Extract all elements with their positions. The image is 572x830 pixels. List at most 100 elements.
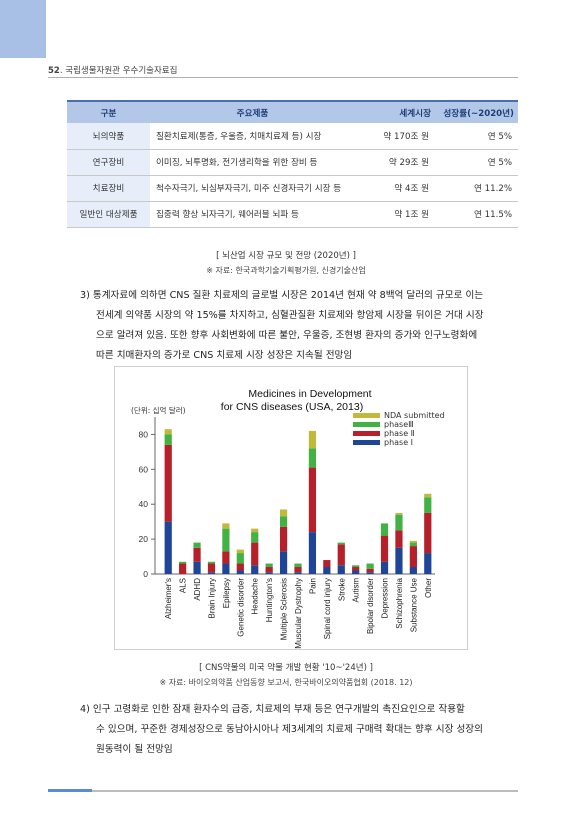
table-cell: 연 11.5%: [433, 201, 518, 228]
x-tick-label: ALS: [179, 578, 188, 593]
y-tick-label: 80: [139, 429, 149, 439]
x-tick-label: Stroke: [337, 577, 346, 601]
column-header: 세계시장: [355, 100, 433, 123]
column-header: 구분: [67, 100, 150, 123]
chart-subtitle: for CNS diseases (USA, 2013): [221, 401, 363, 413]
table-caption: [ 뇌산업 시장 규모 및 전망 (2020년) ]: [216, 251, 356, 261]
bar-segment: [424, 497, 432, 513]
bar-segment: [380, 535, 389, 562]
table-cell: 뇌의약품: [67, 123, 150, 150]
bar-segment: [395, 514, 403, 531]
table-cell: 집중력 향상 뇌자극기, 웨어러블 뇌파 등: [150, 201, 355, 228]
table-cell: 질환치료제(통증, 우울증, 치매치료제 등) 시장: [150, 123, 355, 150]
x-tick-label: Epilepsy: [222, 578, 231, 608]
bar-segment: [409, 546, 417, 568]
bar-segment: [294, 563, 302, 568]
paragraph-line: 3) 통계자료에 의하면 CNS 질환 치료제의 글로벌 시장은 2014년 현…: [80, 290, 484, 301]
y-tick-label: 0: [143, 569, 148, 579]
corner-tab-decoration: [0, 0, 46, 58]
bar-segment: [236, 549, 244, 554]
legend-swatch: [353, 422, 380, 427]
paragraph-line: 따른 치매환자의 증가로 CNS 치료제 시장 성장은 지속될 전망임: [96, 350, 353, 361]
table-cell: 약 170조 원: [355, 123, 433, 150]
bar-segment: [308, 467, 317, 533]
bar-segment: [380, 523, 389, 536]
bar-segment: [409, 542, 417, 547]
document-title: 국립생물자원관 우수기술자료집: [65, 66, 178, 76]
bar-segment: [222, 528, 230, 552]
paragraph-line: 전세계 의약품 시장의 약 15%를 차지하고, 심혈관질환 치료제와 항암제 …: [96, 310, 484, 321]
bar-segment: [294, 572, 302, 574]
x-tick-label: Genetic disorder: [236, 578, 245, 637]
x-tick-label: Pain: [308, 578, 317, 594]
bar-segment: [352, 567, 360, 571]
y-tick-label: 20: [139, 534, 149, 544]
bar-segment: [409, 540, 417, 543]
legend-label: phase Ⅰ: [384, 438, 413, 447]
chart-caption: [ CNS약물의 미국 약물 개발 현황 '10~'24년) ]: [199, 663, 373, 673]
x-tick-label: Bipolar disorder: [366, 578, 375, 634]
bar-segment: [207, 561, 216, 564]
bar-segment: [352, 565, 360, 568]
x-tick-label: Headache: [251, 577, 260, 614]
bar-segment: [308, 532, 317, 574]
bar-segment: [424, 553, 432, 574]
bar-segment: [337, 565, 345, 574]
bar-segment: [265, 563, 273, 568]
column-header: 주요제품: [150, 100, 355, 123]
x-tick-label: Depression: [381, 578, 390, 618]
bar-segment: [265, 567, 273, 573]
legend-label: phaseⅢ: [384, 420, 414, 429]
bar-segment: [236, 553, 244, 564]
bar-segment: [193, 561, 201, 574]
x-tick-label: ADHD: [193, 578, 202, 601]
bar-segment: [323, 567, 331, 574]
table-row: 뇌의약품 질환치료제(통증, 우울증, 치매치료제 등) 시장 약 170조 원…: [67, 123, 518, 150]
chart-axes: 0 20 40 60 80 Alzheimer's ALS ADHD Brain Injury E…: [139, 417, 435, 649]
chart-title: Medicines in Development: [248, 388, 371, 400]
page-header: 52. 국립생물자원관 우수기술자료집: [48, 66, 178, 76]
legend-label: phase Ⅱ: [384, 429, 415, 438]
header-divider: [48, 77, 518, 78]
paragraph-line: 원동력이 될 전망임: [96, 744, 173, 755]
paragraph-4: 4) 인구 고령화로 인한 잠재 환자수의 급증, 치료제의 부재 등은 연구개…: [80, 700, 520, 760]
table-cell: 약 4조 원: [355, 175, 433, 202]
bar-segment: [395, 530, 403, 548]
bar-segment: [193, 542, 201, 548]
table-cell: 약 29조 원: [355, 149, 433, 176]
bar-segment: [222, 563, 230, 574]
chart-unit-label: (단위: 십억 달러): [131, 405, 186, 415]
page-number: 52: [48, 66, 60, 76]
bar-segment: [380, 561, 389, 574]
bar-segment: [294, 567, 302, 573]
bar-segment: [279, 551, 288, 574]
table-row: 치료장비 척수자극기, 뇌심부자극기, 미주 신경자극기 시장 등 약 4조 원…: [67, 175, 518, 202]
y-tick-label: 60: [139, 464, 149, 474]
chart-source: ※ 자료: 바이오의약품 산업동향 보고서, 한국바이오의약품협회 (2018.…: [159, 678, 413, 687]
bar-segment: [395, 547, 403, 574]
bar-segment: [337, 544, 345, 566]
paragraph-3: 3) 통계자료에 의하면 CNS 질환 치료제의 글로벌 시장은 2014년 현…: [80, 286, 520, 366]
market-table: 구분 주요제품 세계시장 성장률(~2020년) 뇌의약품 질환치료제(통증, …: [67, 100, 518, 228]
footer-line: [92, 790, 518, 792]
bar-segment: [222, 551, 230, 564]
bar-segment: [352, 570, 360, 574]
x-tick-label: Muscular Dystrophy: [294, 578, 303, 649]
bar-segment: [164, 521, 172, 574]
bar-segment: [323, 560, 331, 568]
x-tick-label: Substance Use: [409, 577, 418, 632]
bar-segment: [236, 570, 244, 574]
bar-segment: [366, 568, 374, 573]
x-tick-label: Huntington's: [265, 578, 274, 622]
paragraph-line: 수 있으며, 꾸준한 경제성장으로 동남아시아나 제3세계의 치료제 구매력 확…: [96, 724, 483, 735]
x-tick-label: Brain Injury: [207, 578, 216, 618]
bar-segment: [366, 563, 374, 569]
bar-segment: [207, 563, 216, 573]
x-tick-label: Schizophrenia: [395, 577, 404, 628]
table-header-row: 구분 주요제품 세계시장 성장률(~2020년): [67, 100, 518, 123]
legend-swatch: [353, 440, 380, 445]
table-source: ※ 자료: 한국과학기술기획평가원, 신경기술산업: [206, 266, 366, 275]
bar-segment: [308, 448, 317, 468]
table-row: 연구장비 이미징, 뇌투명화, 전기생리학을 위한 장비 등 약 29조 원 연…: [67, 149, 518, 176]
